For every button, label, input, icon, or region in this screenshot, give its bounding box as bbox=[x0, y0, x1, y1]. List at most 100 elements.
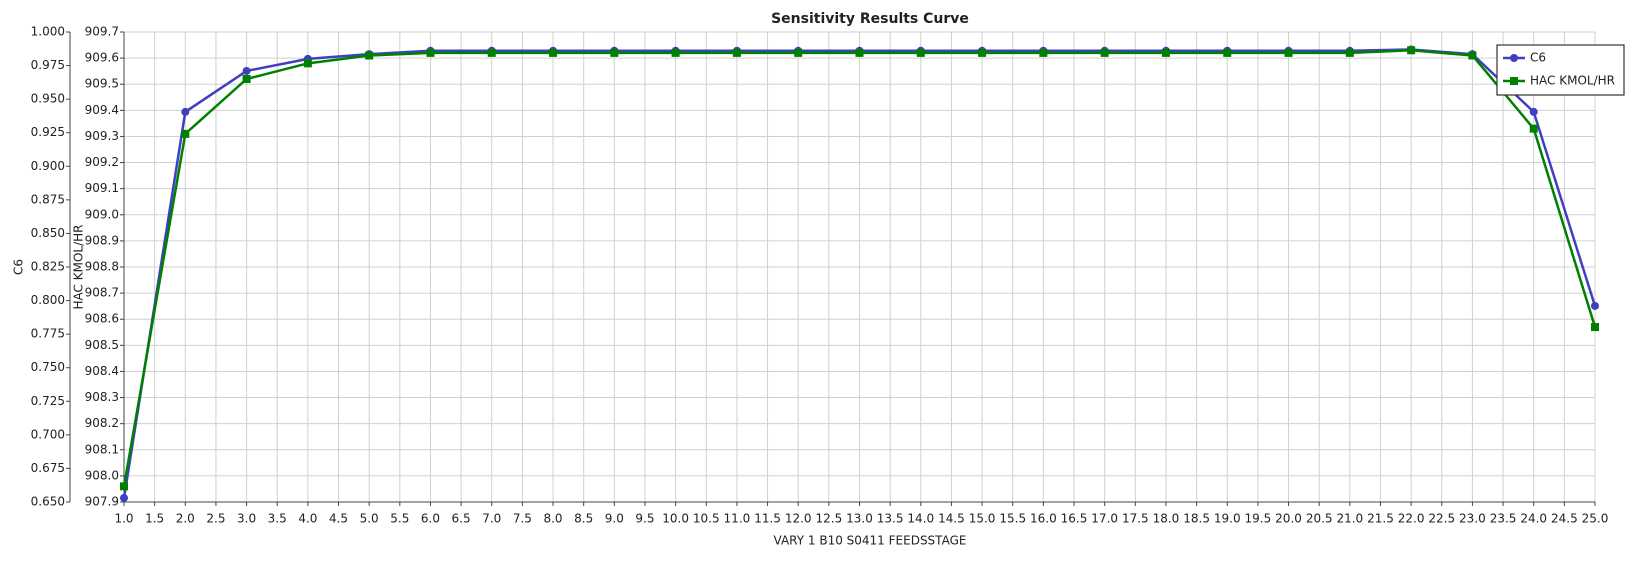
x-tick-label: 10.0 bbox=[662, 512, 689, 526]
data-point bbox=[978, 48, 987, 57]
y2-tick-label: 909.6 bbox=[85, 51, 119, 65]
data-point bbox=[671, 48, 680, 57]
x-tick-label: 16.5 bbox=[1061, 512, 1088, 526]
y2-axis-label: HAC KMOL/HR bbox=[72, 225, 86, 310]
y2-tick-label: 909.4 bbox=[85, 103, 119, 117]
x-tick-label: 17.0 bbox=[1091, 512, 1118, 526]
data-point bbox=[242, 75, 251, 83]
data-point bbox=[426, 48, 435, 57]
x-tick-label: 12.5 bbox=[815, 512, 842, 526]
y2-tick-label: 908.0 bbox=[85, 468, 119, 482]
x-tick-label: 14.0 bbox=[907, 512, 934, 526]
y2-tick-label: 908.1 bbox=[85, 442, 119, 456]
x-tick-label: 4.0 bbox=[298, 512, 317, 526]
x-tick-label: 6.5 bbox=[452, 512, 471, 526]
y2-tick-label: 908.8 bbox=[85, 260, 119, 274]
y2-tick-label: 909.7 bbox=[85, 25, 119, 39]
x-tick-label: 23.5 bbox=[1490, 512, 1517, 526]
x-tick-label: 15.0 bbox=[969, 512, 996, 526]
y-tick-label: 0.875 bbox=[31, 192, 65, 206]
legend-marker bbox=[1510, 54, 1518, 62]
y2-tick-label: 909.1 bbox=[85, 181, 119, 195]
x-tick-label: 13.0 bbox=[846, 512, 873, 526]
x-tick-label: 20.5 bbox=[1306, 512, 1333, 526]
x-tick-label: 13.5 bbox=[877, 512, 904, 526]
x-tick-label: 15.5 bbox=[999, 512, 1026, 526]
x-tick-label: 3.0 bbox=[237, 512, 256, 526]
data-point bbox=[732, 48, 741, 57]
y2-tick-label: 908.2 bbox=[85, 416, 119, 430]
y2-tick-label: 908.7 bbox=[85, 286, 119, 300]
y2-tick-label: 908.3 bbox=[85, 390, 119, 404]
x-tick-label: 21.5 bbox=[1367, 512, 1394, 526]
x-tick-label: 7.0 bbox=[482, 512, 501, 526]
x-tick-label: 5.0 bbox=[360, 512, 379, 526]
y-tick-label: 0.800 bbox=[31, 293, 65, 307]
y-tick-label: 0.675 bbox=[31, 461, 65, 475]
x-tick-label: 9.5 bbox=[635, 512, 654, 526]
x-tick-label: 21.0 bbox=[1336, 512, 1363, 526]
x-tick-label: 9.0 bbox=[605, 512, 624, 526]
x-tick-label: 2.0 bbox=[176, 512, 195, 526]
data-point bbox=[1529, 124, 1538, 133]
data-point bbox=[610, 48, 619, 57]
y-axis-label: C6 bbox=[12, 259, 26, 275]
y2-tick-label: 908.4 bbox=[85, 364, 119, 378]
data-point bbox=[1284, 48, 1293, 57]
y2-tick-label: 909.3 bbox=[85, 129, 119, 143]
data-point bbox=[1345, 48, 1354, 57]
x-tick-label: 11.0 bbox=[724, 512, 751, 526]
data-point bbox=[794, 48, 803, 57]
y2-tick-label: 907.9 bbox=[85, 495, 119, 509]
data-point bbox=[1407, 46, 1416, 55]
x-tick-label: 5.5 bbox=[390, 512, 409, 526]
x-tick-label: 19.0 bbox=[1214, 512, 1241, 526]
x-tick-label: 14.5 bbox=[938, 512, 965, 526]
x-tick-label: 7.5 bbox=[513, 512, 532, 526]
y2-tick-label: 909.2 bbox=[85, 155, 119, 169]
y2-tick-label: 909.5 bbox=[85, 77, 119, 91]
y2-tick-label: 909.0 bbox=[85, 207, 119, 221]
data-point bbox=[303, 59, 312, 68]
y-tick-label: 0.775 bbox=[31, 327, 65, 341]
data-point bbox=[487, 48, 496, 57]
x-tick-label: 24.5 bbox=[1551, 512, 1578, 526]
data-point bbox=[120, 482, 128, 491]
x-tick-label: 2.5 bbox=[206, 512, 225, 526]
x-tick-label: 3.5 bbox=[268, 512, 287, 526]
x-tick-label: 20.0 bbox=[1275, 512, 1302, 526]
data-point bbox=[916, 48, 925, 57]
y-tick-label: 0.750 bbox=[31, 360, 65, 374]
legend-marker bbox=[1510, 77, 1518, 85]
y-tick-label: 0.825 bbox=[31, 260, 65, 274]
x-tick-label: 10.5 bbox=[693, 512, 720, 526]
data-point bbox=[855, 48, 864, 57]
data-point bbox=[1468, 51, 1477, 60]
x-tick-label: 22.5 bbox=[1428, 512, 1455, 526]
x-tick-label: 17.5 bbox=[1122, 512, 1149, 526]
data-point bbox=[1161, 48, 1170, 57]
x-tick-label: 4.5 bbox=[329, 512, 348, 526]
y2-tick-label: 908.9 bbox=[85, 233, 119, 247]
x-tick-label: 6.0 bbox=[421, 512, 440, 526]
x-tick-label: 8.0 bbox=[543, 512, 562, 526]
y-tick-label: 1.000 bbox=[31, 25, 65, 39]
x-tick-label: 16.0 bbox=[1030, 512, 1057, 526]
x-tick-label: 18.0 bbox=[1153, 512, 1180, 526]
data-point bbox=[1039, 48, 1048, 57]
y-tick-label: 0.900 bbox=[31, 159, 65, 173]
data-point bbox=[242, 66, 251, 75]
data-point bbox=[181, 129, 190, 138]
chart-title: Sensitivity Results Curve bbox=[771, 11, 969, 27]
x-tick-label: 22.0 bbox=[1398, 512, 1425, 526]
y-tick-label: 0.650 bbox=[31, 495, 65, 509]
x-tick-label: 24.0 bbox=[1520, 512, 1547, 526]
y2-tick-label: 908.6 bbox=[85, 312, 119, 326]
data-point bbox=[365, 51, 374, 60]
x-tick-label: 1.5 bbox=[145, 512, 164, 526]
y-tick-label: 0.925 bbox=[31, 125, 65, 139]
legend-box bbox=[1496, 44, 1625, 96]
y-tick-label: 0.975 bbox=[31, 58, 65, 72]
legend-label: HAC KMOL/HR bbox=[1530, 74, 1615, 88]
